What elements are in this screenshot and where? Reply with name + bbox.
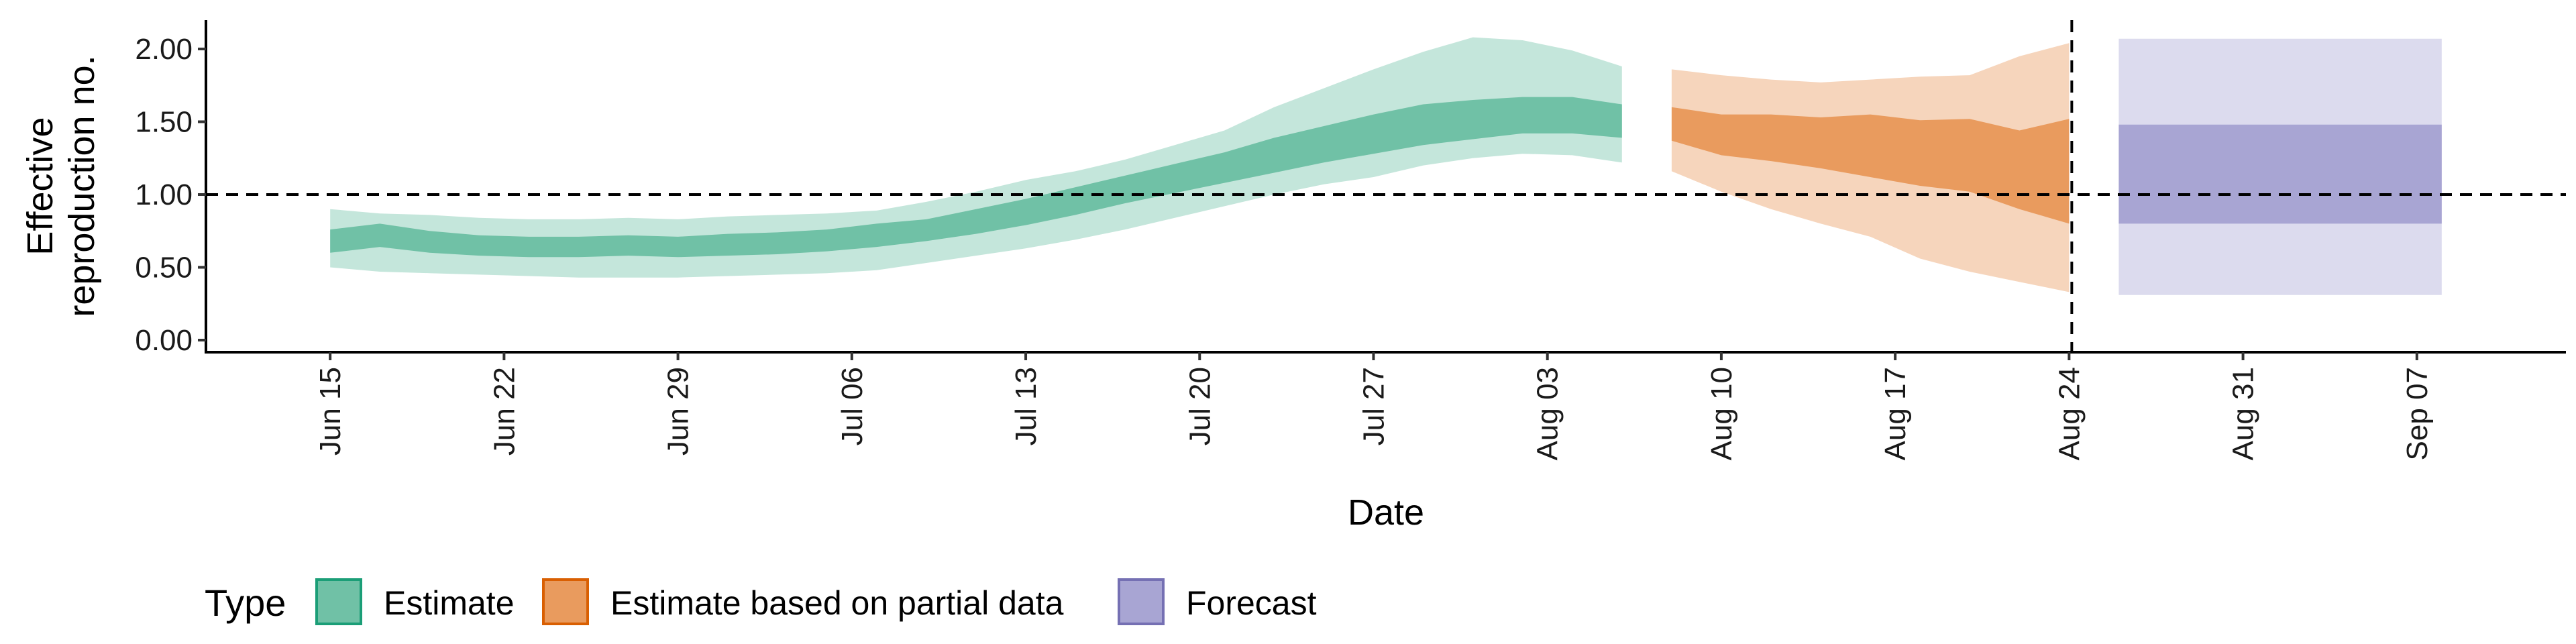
estimate-based-on-partial-data-inner-band xyxy=(1671,107,2070,224)
x-tick-label: Aug 03 xyxy=(1532,367,1564,460)
legend-label-estimate: Estimate xyxy=(384,584,515,622)
y-tick-label: 2.00 xyxy=(135,33,193,66)
legend-key-estimate-based-on-partial-data xyxy=(542,578,589,625)
legend-key-estimate xyxy=(315,578,362,625)
x-tick-label: Aug 10 xyxy=(1705,367,1738,460)
legend: Type Estimate Estimate based on partial d… xyxy=(205,578,1317,625)
y-tick-label: 0.00 xyxy=(135,324,193,357)
x-tick-label: Jul 20 xyxy=(1183,367,1216,445)
x-tick-label: Jun 22 xyxy=(488,367,521,455)
x-axis-ticks: Jun 15 Jun 22 Jun 29 Jul 06 Jul 13 Jul 20 Jul … xyxy=(314,352,2434,460)
y-tick-label: 1.00 xyxy=(135,178,193,211)
plot-bands xyxy=(330,37,2442,295)
x-tick-label: Jun 15 xyxy=(314,367,347,455)
x-tick-label: Aug 24 xyxy=(2053,367,2086,460)
x-axis-title: Date xyxy=(1348,492,1424,533)
x-tick-label: Jun 29 xyxy=(662,367,695,455)
x-tick-label: Jul 06 xyxy=(836,367,869,445)
x-tick-label: Sep 07 xyxy=(2401,367,2434,460)
x-tick-label: Aug 17 xyxy=(1879,367,1912,460)
estimate-inner-band xyxy=(330,97,1622,258)
legend-title: Type xyxy=(205,582,286,624)
forecast-inner-band xyxy=(2118,124,2442,224)
y-tick-label: 1.50 xyxy=(135,106,193,139)
y-axis-title: Effectivereproduction no. xyxy=(20,55,102,317)
y-tick-label: 0.50 xyxy=(135,252,193,284)
legend-label-estimate-based-on-partial-data: Estimate based on partial data xyxy=(610,584,1064,622)
x-tick-label: Jul 27 xyxy=(1357,367,1390,445)
legend-label-forecast: Forecast xyxy=(1186,584,1317,622)
x-tick-label: Aug 31 xyxy=(2227,367,2260,460)
legend-key-forecast xyxy=(1118,578,1165,625)
y-axis-ticks: 0.00 0.50 1.00 1.50 2.00 xyxy=(135,33,206,357)
x-tick-label: Jul 13 xyxy=(1010,367,1042,445)
